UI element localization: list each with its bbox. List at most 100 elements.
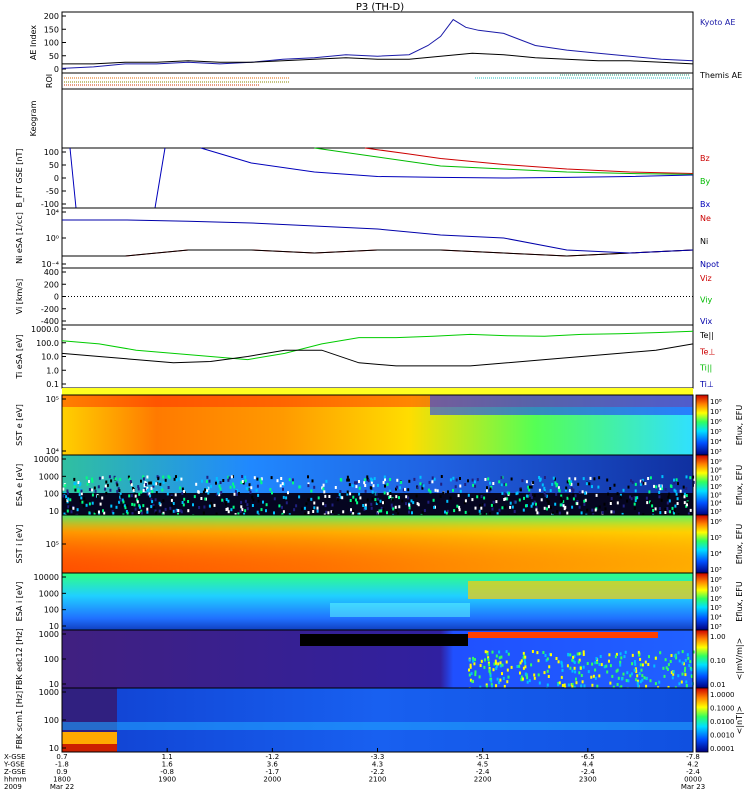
esa-e-noise-pixel [134, 494, 137, 498]
fbk-e-noise-pixel [495, 654, 498, 658]
esa-e-noise-pixel [78, 493, 81, 497]
esa-e-noise-pixel [565, 486, 568, 490]
esa-e-noise-pixel [535, 508, 538, 512]
esa-e-noise-pixel [366, 475, 369, 479]
fbk-e-noise-pixel [663, 674, 666, 678]
esa-e-noise-pixel [581, 490, 584, 494]
esa-e-noise-pixel [554, 502, 557, 506]
esa-e-noise-pixel [288, 478, 291, 482]
fbk-e-noise-pixel [505, 650, 508, 654]
esa-e-noise-pixel [324, 504, 327, 508]
axis-value-label: Mar 23 [681, 783, 705, 791]
esa-e-noise-pixel [673, 488, 676, 492]
esa-e-noise-pixel [270, 476, 273, 480]
esa-e-noise-pixel [167, 486, 170, 489]
esa-e-noise-pixel [395, 495, 398, 499]
esa-e-colorbar-tick: 10⁶ [710, 483, 722, 491]
esa-e-colorbar-label: Eflux, EFU [735, 465, 744, 506]
fbk-e-noise-pixel [487, 661, 490, 665]
fbk-e-noise-pixel [633, 660, 636, 664]
ae-ylabel: AE Index [29, 25, 38, 60]
fbk-e-noise-pixel [524, 655, 527, 659]
esa-e-noise-pixel [99, 502, 102, 506]
esa-e-noise-pixel [559, 503, 562, 507]
esa-e-noise-pixel [458, 508, 461, 512]
esa-e-noise-pixel [179, 486, 182, 490]
fbk-e-noise-pixel [634, 662, 637, 666]
esa-e-noise-pixel [350, 508, 352, 512]
esa-e-noise-pixel [538, 488, 541, 492]
esa-e-noise-pixel [569, 482, 572, 486]
esa-e-noise-pixel [150, 486, 153, 490]
esa-e-noise-pixel [246, 507, 249, 511]
esa-e-noise-pixel [378, 509, 381, 513]
esa-e-noise-pixel [410, 499, 413, 503]
fbk-e-noise-pixel [490, 677, 493, 681]
bfit-line-by [314, 147, 694, 175]
esa-e-noise-pixel [72, 506, 75, 510]
esa-e-noise-pixel [570, 482, 573, 486]
esa-e-noise-pixel [265, 509, 267, 513]
esa-e-noise-pixel [594, 508, 597, 512]
esa-e-noise-pixel [67, 505, 70, 509]
fbk-e-noise-pixel [526, 676, 529, 680]
esa-e-noise-pixel [119, 478, 122, 481]
fbk-e-noise-pixel [687, 656, 690, 660]
esa-e-noise-pixel [174, 493, 177, 497]
fbk-e-noise-pixel [674, 654, 676, 658]
fbk-e-noise-pixel [523, 659, 526, 663]
esa-e-noise-pixel [491, 507, 494, 511]
esa-e-noise-pixel [442, 491, 445, 495]
esa-e-noise-pixel [174, 509, 177, 513]
fbk-e-noise-pixel [472, 659, 475, 663]
esa-e-noise-pixel [673, 478, 675, 482]
esa-e-noise-pixel [523, 496, 525, 500]
fbk-e-noise-pixel [637, 684, 640, 688]
esa-e-noise-pixel [616, 492, 619, 496]
fbk-e-noise-pixel [505, 660, 508, 664]
fbk-e-noise-pixel [635, 678, 638, 682]
esa-e-noise-pixel [241, 508, 244, 512]
esa-e-noise-pixel [181, 491, 184, 495]
esa-e-noise-pixel [148, 481, 151, 485]
esa-e-noise-pixel [215, 481, 217, 485]
esa-e-noise-pixel [568, 477, 571, 481]
esa-e-noise-pixel [114, 477, 117, 481]
fbk-e-noise-pixel [469, 665, 472, 669]
esa-e-noise-pixel [490, 503, 493, 507]
esa-e-noise-pixel [528, 493, 531, 497]
esa-e-noise-pixel [532, 481, 535, 485]
fbk-e-noise-pixel [665, 666, 668, 670]
axis-value-label: -2.4 [686, 768, 700, 776]
fbk-e-noise-pixel [469, 663, 472, 667]
bfit-tick-label: -100 [41, 200, 59, 209]
sst-i-ylabel: SST i [eV] [15, 525, 24, 564]
esa-e-noise-pixel [69, 498, 72, 502]
esa-e-noise-pixel [82, 504, 85, 508]
esa-e-noise-pixel [229, 485, 232, 489]
esa-e-noise-pixel [172, 509, 175, 513]
esa-e-noise-pixel [241, 475, 244, 478]
fbk-e-noise-pixel [545, 658, 548, 662]
esa-e-noise-pixel [648, 490, 651, 494]
esa-e-noise-pixel [661, 475, 664, 479]
esa-e-noise-pixel [416, 486, 419, 490]
fbk-e-noise-pixel [675, 656, 678, 660]
esa-e-noise-pixel [412, 501, 415, 505]
fbk-e-noise-pixel [630, 672, 633, 676]
status-strip [62, 388, 693, 395]
esa-e-noise-pixel [408, 506, 411, 510]
sst-i-colorbar-label: Eflux, EFU [735, 524, 744, 565]
esa-e-noise-pixel [339, 490, 342, 494]
esa-e-noise-pixel [248, 483, 251, 487]
sst-i-tick-label: 10⁵ [46, 540, 59, 549]
fbk-e-noise-pixel [654, 682, 657, 685]
esa-e-noise-pixel [476, 478, 479, 482]
esa-e-noise-pixel [330, 510, 333, 514]
esa-e-noise-pixel [206, 489, 209, 493]
esa-e-noise-pixel [244, 479, 247, 483]
fbk-e-noise-pixel [617, 676, 620, 680]
esa-e-noise-pixel [622, 504, 625, 508]
esa-e-noise-pixel [616, 501, 619, 505]
esa-e-noise-pixel [183, 497, 186, 501]
